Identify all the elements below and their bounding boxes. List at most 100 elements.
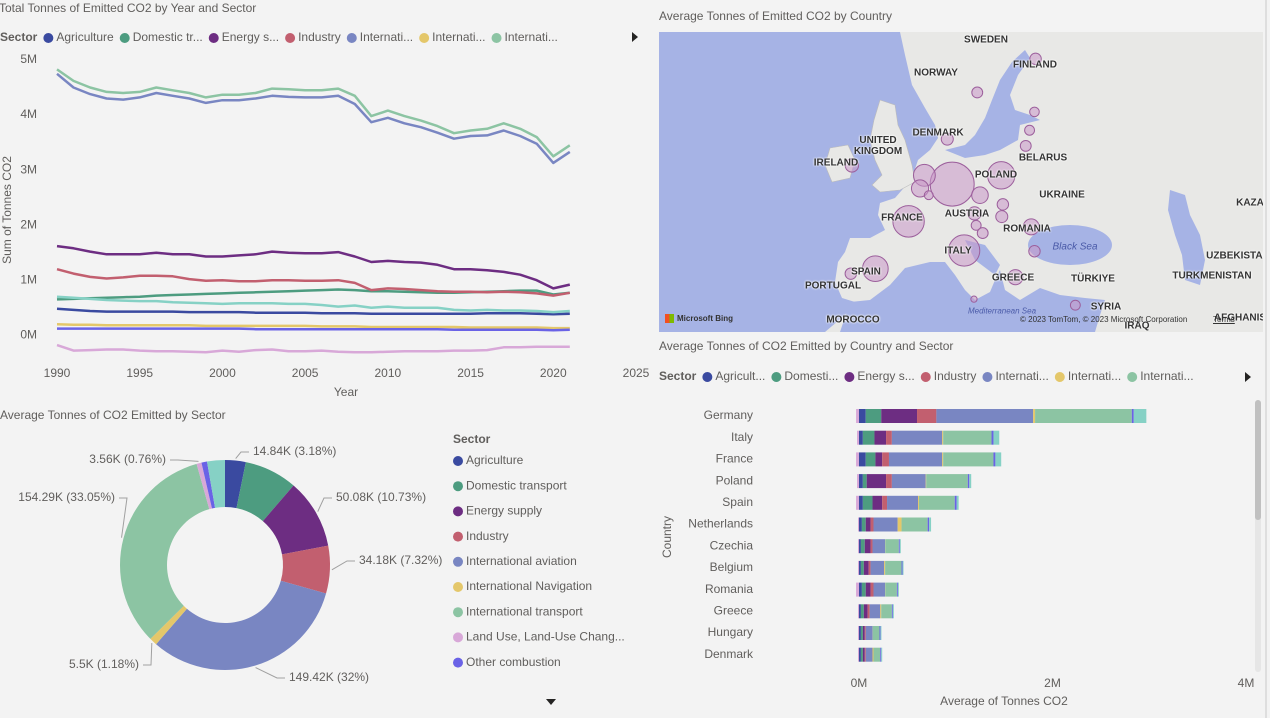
bar-segment	[863, 604, 868, 619]
bar-segment	[862, 495, 873, 510]
y-tick-label: 1M	[20, 272, 37, 286]
legend-marker	[453, 632, 463, 643]
series-line	[56, 343, 570, 354]
y-axis-title: Sum of Tonnes CO2	[0, 156, 14, 264]
x-axis-title: Average of Tonnes CO2	[940, 694, 1068, 708]
bar-segment	[858, 517, 862, 532]
donut-slice	[156, 580, 327, 671]
legend-label: Energy s...	[857, 369, 914, 383]
bar-segment	[875, 452, 883, 467]
bar-segment	[881, 647, 883, 662]
legend-label: Industry	[298, 30, 341, 44]
legend-scroll-arrow[interactable]	[546, 699, 556, 705]
legend-marker	[702, 372, 713, 382]
bar-segment	[917, 409, 937, 423]
map-labels: SWEDEN FINLAND NORWAY DENMARK UNITED KINGDOM…	[659, 32, 1263, 332]
legend-marker	[208, 33, 219, 43]
bar-segment	[884, 560, 886, 575]
legend-marker	[453, 506, 463, 517]
bar-segment	[899, 539, 901, 554]
legend-marker	[920, 372, 931, 382]
bar-segment	[888, 452, 943, 467]
scrollbar-thumb[interactable]	[1255, 400, 1261, 520]
leader-line	[255, 667, 285, 679]
legend-marker	[453, 607, 463, 618]
bar-segment	[897, 582, 899, 597]
map-label: POLAND	[974, 169, 1018, 181]
donut-slice	[225, 460, 246, 509]
legend-marker	[771, 372, 782, 382]
map-label: GREECE	[991, 272, 1035, 284]
map-label: FRANCE	[881, 212, 923, 224]
map-attribution[interactable]: Terms	[1213, 315, 1235, 324]
legend-scroll-arrow[interactable]	[1245, 372, 1251, 382]
leader-line	[317, 497, 332, 512]
map-bubble	[996, 198, 1010, 211]
bar-segment	[881, 409, 918, 423]
map-land	[824, 144, 856, 183]
leader-line	[119, 497, 128, 538]
bar-segment	[858, 539, 861, 554]
bar-segment	[856, 452, 859, 467]
bar-segment	[862, 647, 865, 662]
map-label: NORWAY	[914, 67, 958, 79]
map-bubble	[1029, 52, 1042, 66]
y-tick-label: 0M	[20, 327, 37, 341]
map	[659, 32, 1263, 332]
bar-segment	[873, 517, 898, 532]
bar-segment	[898, 539, 900, 554]
bar-segment	[901, 517, 928, 532]
bar-segment	[873, 582, 886, 597]
bar-segment	[942, 452, 944, 467]
legend-title: Sector	[0, 30, 38, 44]
map-bubble	[1029, 106, 1040, 118]
data-label: 149.42K (32%)	[289, 670, 369, 684]
legend-marker	[491, 33, 502, 43]
bing-logo	[665, 314, 674, 323]
map-bubble	[970, 219, 982, 231]
bar-segment	[860, 560, 864, 575]
bar-segment	[901, 560, 903, 575]
data-label: 5.5K (1.18%)	[69, 657, 139, 671]
bar-segment	[943, 430, 992, 445]
legend-marker	[453, 556, 463, 567]
legend-label: Industry	[934, 369, 977, 383]
map-label: AFGHANIS	[1213, 312, 1263, 324]
bar-segment	[929, 517, 932, 532]
legend-marker	[453, 456, 463, 466]
x-tick-label: 4M	[1238, 676, 1255, 690]
y-tick-label: 5M	[20, 52, 37, 66]
x-tick-label: 1995	[126, 366, 153, 380]
y-tick-label: Germany	[704, 408, 753, 422]
bar-segment	[880, 647, 882, 662]
series-line	[56, 72, 571, 165]
x-tick-label: 0M	[851, 676, 868, 690]
bar-segment	[887, 495, 918, 510]
map-bubble	[987, 161, 1016, 190]
bar-segment	[856, 495, 859, 510]
bar-segment	[897, 517, 902, 532]
bar-segment	[858, 582, 862, 597]
bar-segment	[860, 539, 865, 554]
y-tick-label: Spain	[722, 495, 753, 509]
bar-segment	[918, 495, 955, 510]
x-tick-label: 2000	[209, 366, 236, 380]
map-sea	[1168, 190, 1205, 285]
map-label: IRELAND	[813, 157, 859, 169]
map-label: Mediterranean Sea	[967, 306, 1037, 316]
legend-scroll-arrow[interactable]	[632, 32, 638, 42]
bar-segment	[864, 626, 866, 640]
map-bubble	[948, 234, 981, 267]
legend-marker	[285, 33, 296, 43]
bar-segment	[1133, 409, 1147, 423]
bar-segment	[873, 647, 881, 662]
legend-label: Land Use, Land-Use Chang...	[466, 630, 625, 644]
donut-slice	[236, 462, 294, 522]
map-label: UNITED KINGDOM	[853, 135, 903, 157]
map-attribution: Microsoft Bing	[677, 314, 733, 323]
bar-segment	[943, 452, 994, 467]
y-tick-label: Romania	[705, 582, 753, 596]
bar-segment	[862, 626, 865, 640]
bar-segment	[991, 430, 994, 445]
